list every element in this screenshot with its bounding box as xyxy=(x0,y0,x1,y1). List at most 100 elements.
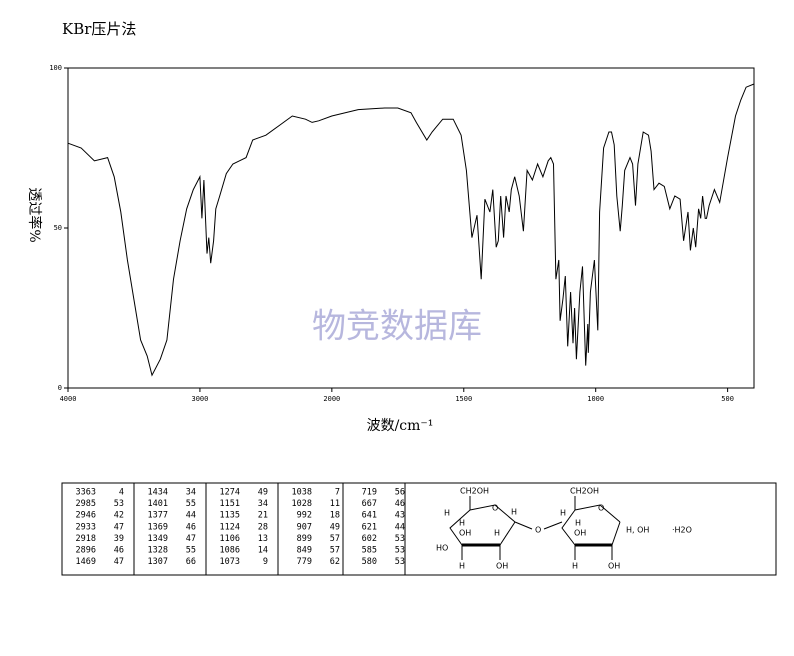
table-cell: 585 xyxy=(362,546,377,556)
x-tick-label: 500 xyxy=(721,395,734,403)
table-cell: 1434 xyxy=(148,488,168,498)
atom-label: CH2OH xyxy=(570,487,599,496)
table-cell: 2985 xyxy=(76,499,96,509)
table-cell: 1038 xyxy=(292,488,312,498)
table-cell: 49 xyxy=(330,522,340,532)
table-cell: 4 xyxy=(119,488,124,498)
table-cell: 13 xyxy=(258,534,268,544)
table-cell: 2946 xyxy=(76,511,96,521)
table-cell: 46 xyxy=(186,522,196,532)
table-cell: 907 xyxy=(297,522,312,532)
atom-label: H xyxy=(572,562,578,571)
table-cell: 46 xyxy=(395,499,405,509)
table-cell: 21 xyxy=(258,511,268,521)
table-cell: 899 xyxy=(297,534,312,544)
table-cell: 602 xyxy=(362,534,377,544)
x-tick-label: 1000 xyxy=(587,395,604,403)
y-axis-label: 透过率% xyxy=(26,187,43,242)
table-cell: 992 xyxy=(297,511,312,521)
table-cell: 62 xyxy=(330,557,340,567)
table-cell: 66 xyxy=(186,557,196,567)
atom-label: H xyxy=(575,519,581,528)
table-cell: 47 xyxy=(114,557,124,567)
table-cell: 53 xyxy=(395,546,405,556)
table-cell: 1124 xyxy=(220,522,240,532)
table-cell: 1469 xyxy=(76,557,96,567)
table-cell: 1307 xyxy=(148,557,168,567)
table-cell: 47 xyxy=(186,534,196,544)
atom-label: H xyxy=(459,562,465,571)
atom-label: O xyxy=(598,504,604,513)
table-cell: 53 xyxy=(395,534,405,544)
table-cell: 2933 xyxy=(76,522,96,532)
table-cell: 849 xyxy=(297,546,312,556)
table-cell: 2896 xyxy=(76,546,96,556)
atom-label: H xyxy=(560,509,566,518)
table-cell: 1328 xyxy=(148,546,168,556)
table-cell: 1151 xyxy=(220,499,240,509)
atom-label: H xyxy=(511,508,517,517)
watermark: 物竞数据库 xyxy=(312,307,482,347)
x-axis-label: 波数/cm⁻¹ xyxy=(367,418,434,434)
plot: 4000 3000 2000 1500 1000 500 0 50 100 xyxy=(49,64,755,403)
table-cell: 39 xyxy=(114,534,124,544)
y-tick-label: 100 xyxy=(49,64,62,72)
table-cell: 1401 xyxy=(148,499,168,509)
table-cell: 1073 xyxy=(220,557,240,567)
table-cell: 1106 xyxy=(220,534,240,544)
atom-label: OH xyxy=(459,529,471,538)
table-cell: 53 xyxy=(395,557,405,567)
x-tick-label: 4000 xyxy=(60,395,77,403)
atom-label: H, OH xyxy=(626,526,649,535)
table-cell: 34 xyxy=(186,488,196,498)
y-tick-label: 0 xyxy=(58,384,62,392)
atom-label: H xyxy=(459,519,465,528)
atom-label: O xyxy=(535,526,541,535)
table-cell: 42 xyxy=(114,511,124,521)
table-cell: 11 xyxy=(330,499,340,509)
table-cell: 1274 xyxy=(220,488,240,498)
atom-label: OH xyxy=(496,562,508,571)
table-cell: 1135 xyxy=(220,511,240,521)
table-cell: 28 xyxy=(258,522,268,532)
atom-label: HO xyxy=(436,544,448,553)
y-tick-label: 50 xyxy=(54,224,62,232)
table-cell: 34 xyxy=(258,499,268,509)
table-cell: 621 xyxy=(362,522,377,532)
x-tick-label: 2000 xyxy=(323,395,340,403)
table-cell: 49 xyxy=(258,488,268,498)
structure-drawing xyxy=(449,496,621,560)
table-cell: 1028 xyxy=(292,499,312,509)
atom-label: H xyxy=(494,529,500,538)
table-cell: 46 xyxy=(114,546,124,556)
table-cell: 56 xyxy=(395,488,405,498)
x-tick-label: 1500 xyxy=(455,395,472,403)
table-cell: 7 xyxy=(335,488,340,498)
table-cell: 55 xyxy=(186,499,196,509)
atom-label: ·H2O xyxy=(672,526,692,535)
peak-table: 3363 4 1434 34 1274 49 1038 7 719 56 2985 53 1401 55 1… xyxy=(76,483,406,575)
table-cell: 1086 xyxy=(220,546,240,556)
table-cell: 18 xyxy=(330,511,340,521)
table-cell: 641 xyxy=(362,511,377,521)
structure-labels: CH2OH H H OH HO H O H OH O CH2OH H H OH … xyxy=(436,487,692,571)
table-cell: 57 xyxy=(330,534,340,544)
table-cell: 55 xyxy=(186,546,196,556)
table-cell: 57 xyxy=(330,546,340,556)
atom-label: OH xyxy=(608,562,620,571)
table-cell: 1377 xyxy=(148,511,168,521)
table-cell: 667 xyxy=(362,499,377,509)
table-frame xyxy=(61,482,777,576)
table-cell: 2918 xyxy=(76,534,96,544)
chart-title: KBr压片法 xyxy=(62,20,136,38)
table-cell: 779 xyxy=(297,557,312,567)
table-cell: 719 xyxy=(362,488,377,498)
table-cell: 44 xyxy=(186,511,196,521)
table-cell: 9 xyxy=(263,557,268,567)
table-cell: 1349 xyxy=(148,534,168,544)
table-cell: 3363 xyxy=(76,488,96,498)
table-cell: 47 xyxy=(114,522,124,532)
atom-label: H xyxy=(444,509,450,518)
atom-label: OH xyxy=(574,529,586,538)
